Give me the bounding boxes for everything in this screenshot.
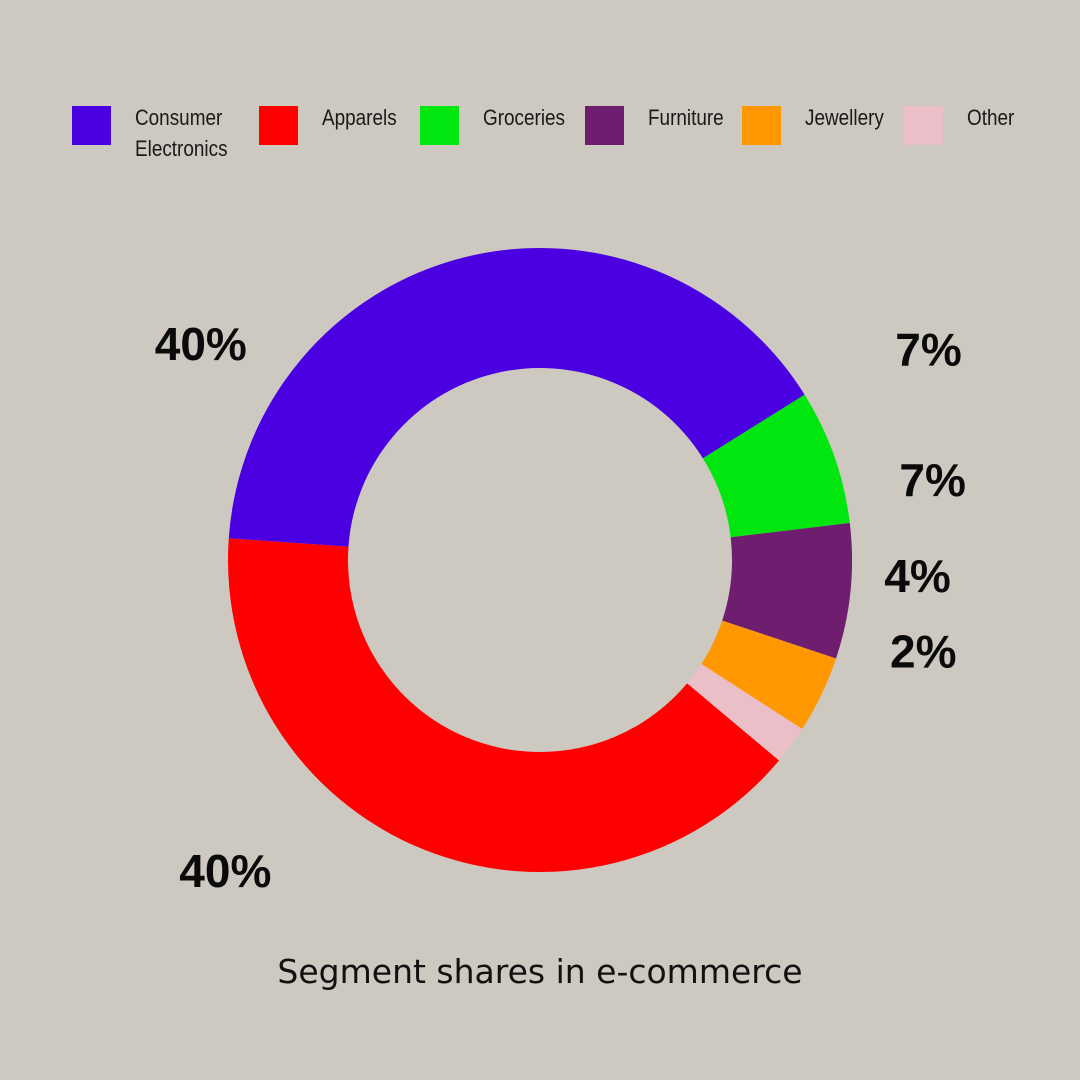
slice-furniture (722, 523, 852, 659)
legend-label-jewellery: Jewellery (805, 105, 884, 130)
legend-swatch-furniture (585, 106, 624, 145)
slice-jewellery (701, 620, 837, 730)
legend-item-apparels: Apparels (259, 102, 432, 145)
legend-swatch-consumer-electronics (72, 106, 111, 145)
data-label-furniture: 7% (899, 454, 965, 506)
data-label-groceries: 7% (895, 324, 961, 376)
slice-other (687, 664, 803, 761)
legend-swatch-apparels (259, 106, 298, 145)
slice-apparels (227, 538, 780, 873)
slice-groceries (702, 394, 850, 538)
data-label-other: 2% (890, 626, 956, 678)
slice-consumer-electronics (228, 247, 805, 547)
legend-label-groceries: Groceries (483, 105, 566, 130)
legend: Consumer Electronics Apparels Groceries … (0, 102, 1080, 172)
legend-swatch-groceries (420, 106, 459, 145)
data-label-consumer-electronics: 40% (155, 318, 247, 370)
donut-data-labels: 40% 40% 7% 7% 4% 2% (155, 318, 966, 897)
donut-slices (227, 247, 852, 873)
legend-item-consumer-electronics: Consumer Electronics (72, 102, 245, 164)
legend-label-furniture: Furniture (648, 105, 724, 130)
legend-item-jewellery: Jewellery (742, 102, 915, 145)
legend-label-line: Electronics (135, 136, 228, 161)
legend-label-apparels: Apparels (322, 105, 397, 130)
legend-item-furniture: Furniture (585, 102, 758, 145)
legend-swatch-other (904, 106, 943, 145)
data-label-jewellery: 4% (884, 550, 950, 602)
legend-item-groceries: Groceries (420, 102, 593, 145)
legend-label-line: Consumer (135, 105, 223, 130)
legend-item-other: Other (904, 102, 1047, 145)
chart-title: Segment shares in e-commerce (277, 952, 803, 991)
data-label-apparels: 40% (179, 845, 271, 897)
legend-label-consumer-electronics: Consumer Electronics (135, 102, 230, 164)
legend-label-other: Other (967, 105, 1015, 130)
legend-swatch-jewellery (742, 106, 781, 145)
